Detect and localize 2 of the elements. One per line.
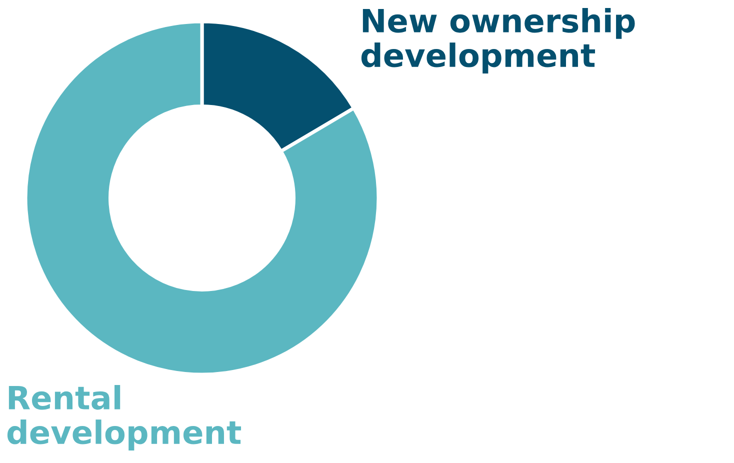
slice-label: New ownership development <box>361 8 635 74</box>
slice-label: Rental development <box>7 385 242 450</box>
